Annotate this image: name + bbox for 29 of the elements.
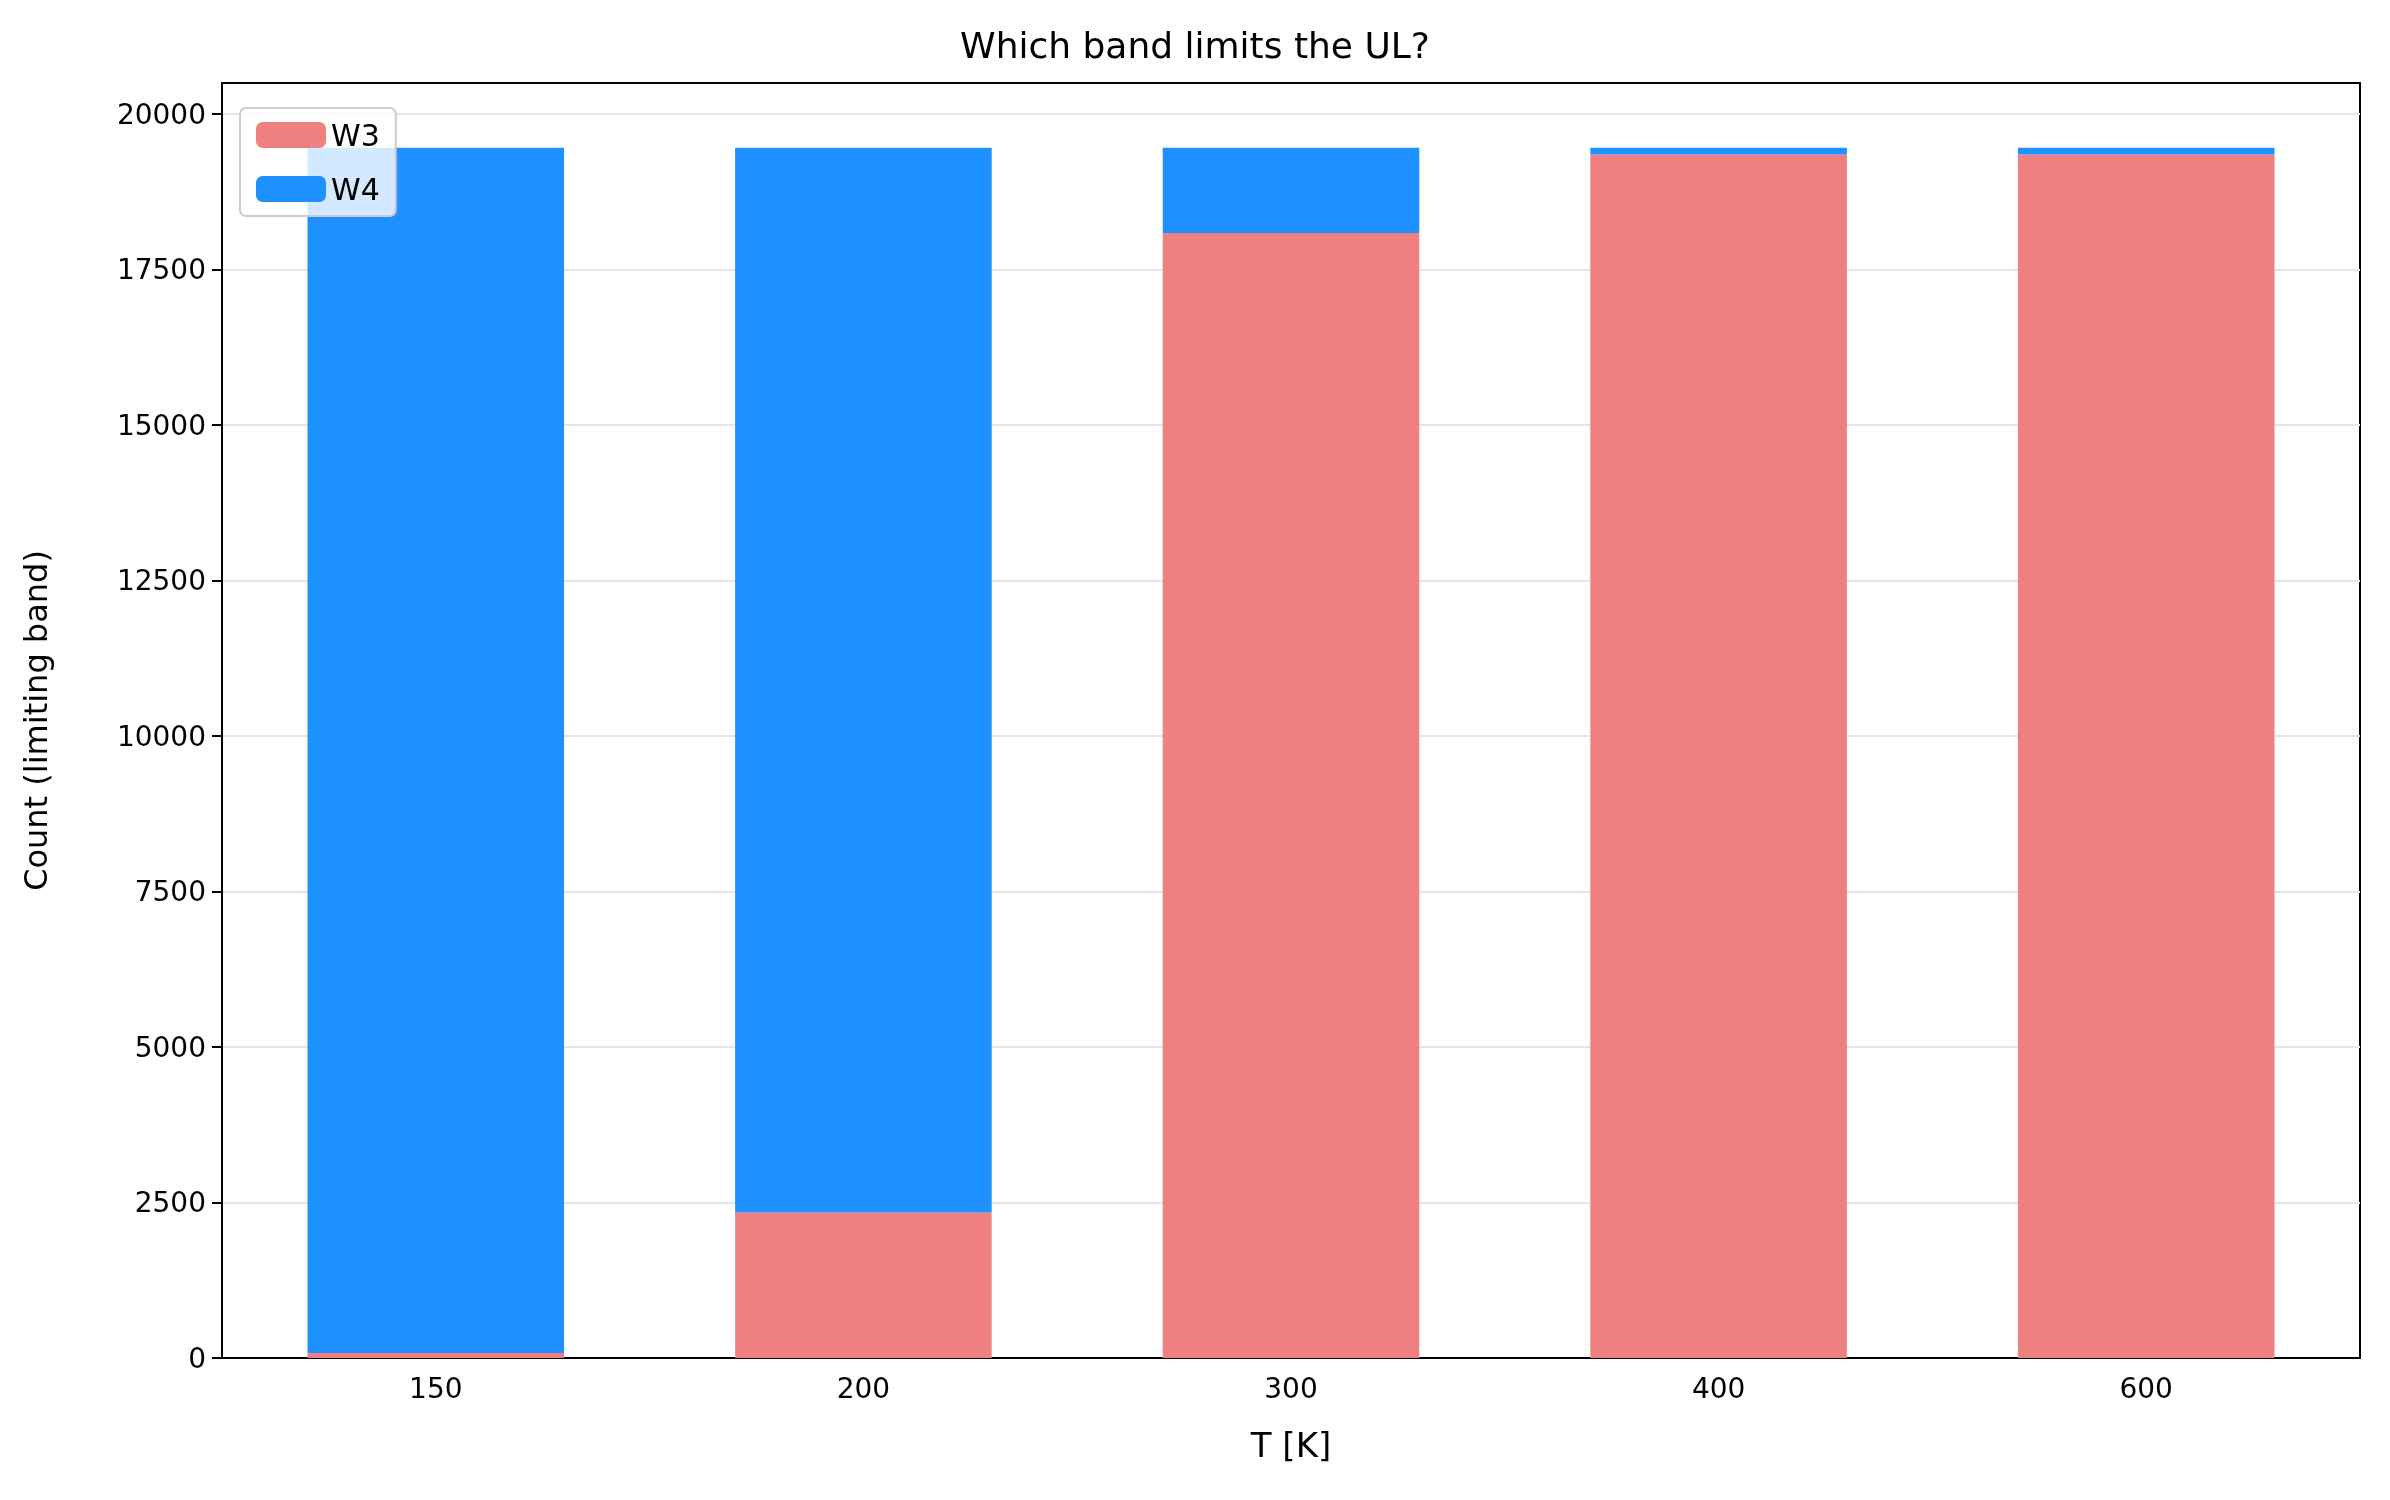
bar — [2017, 147, 2275, 155]
x-tick-label: 400 — [1691, 1371, 1746, 1405]
chart-title: Which band limits the UL? — [960, 24, 1430, 66]
bar — [1590, 147, 1847, 155]
bar — [735, 147, 992, 1213]
y-tick-label: 2500 — [134, 1186, 206, 1220]
x-tick-label: 150 — [409, 1371, 463, 1405]
y-tick-label: 7500 — [134, 875, 206, 909]
y-tick-label: 17500 — [116, 253, 206, 287]
legend-label: W4 — [331, 171, 380, 207]
y-tick-label: 5000 — [134, 1030, 206, 1064]
y-tick-label: 12500 — [116, 564, 206, 598]
legend-label: W3 — [331, 117, 380, 153]
y-tick-label: 15000 — [116, 408, 206, 442]
y-tick-label: 0 — [188, 1341, 206, 1375]
bar — [2017, 154, 2275, 1358]
x-tick-label: 600 — [2119, 1371, 2173, 1405]
y-tick-label: 20000 — [116, 97, 206, 131]
bar — [307, 147, 565, 1354]
x-tick-label: 300 — [1264, 1371, 1318, 1405]
x-axis-title: T [K] — [1249, 1425, 1332, 1465]
bar — [307, 1353, 565, 1358]
bar — [1590, 154, 1847, 1358]
y-axis-title: Count (limiting band) — [17, 550, 55, 891]
bar — [735, 1212, 992, 1358]
bar — [1162, 232, 1420, 1358]
x-tick-label: 200 — [836, 1371, 891, 1405]
bar — [1162, 147, 1420, 233]
y-tick-label: 10000 — [116, 719, 206, 753]
